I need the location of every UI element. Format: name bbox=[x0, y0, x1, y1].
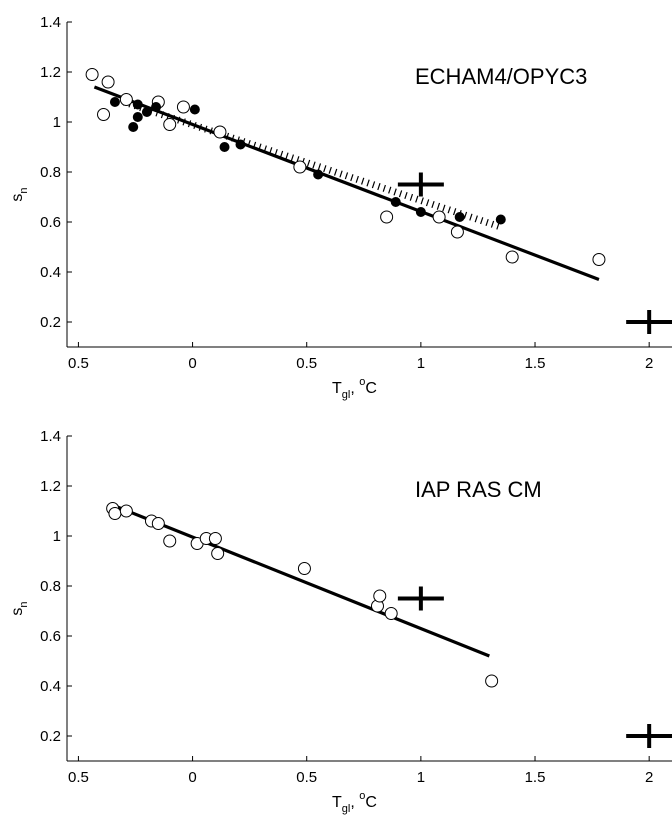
x-axis-label: Tgl, oC bbox=[332, 376, 377, 401]
plus-marker bbox=[397, 586, 444, 611]
x-axis-label-sup: o bbox=[359, 376, 365, 388]
x-tick-label: 0.5 bbox=[296, 355, 317, 372]
data-point-open bbox=[450, 225, 464, 239]
y-tick-label: 1 bbox=[53, 114, 61, 131]
fit-line-dotted bbox=[122, 98, 502, 231]
y-tick-label: 1.2 bbox=[40, 64, 61, 81]
y-tick-label: 1.4 bbox=[40, 14, 61, 31]
data-point-filled bbox=[141, 107, 152, 117]
x-tick-label: 1 bbox=[417, 355, 425, 372]
data-point-open bbox=[163, 534, 177, 548]
data-point-filled bbox=[128, 122, 139, 132]
x-tick-label: 1.5 bbox=[525, 355, 546, 372]
data-point-filled bbox=[495, 214, 506, 225]
data-point-open bbox=[108, 507, 122, 520]
y-tick-label: 0.4 bbox=[40, 264, 61, 281]
y-tick-label: 1.4 bbox=[40, 428, 61, 445]
x-tick-label: 0.5 bbox=[68, 355, 89, 372]
data-point-open bbox=[151, 517, 165, 530]
x-tick-label: 2 bbox=[645, 769, 653, 786]
y-tick-label: 1.2 bbox=[40, 478, 61, 495]
chart-title: IAP RAS CM bbox=[415, 477, 542, 502]
data-point-open bbox=[119, 93, 133, 106]
y-tick-label: 0.2 bbox=[40, 314, 61, 331]
plus-marker bbox=[626, 724, 672, 748]
data-point-filled bbox=[390, 197, 401, 207]
x-tick-label: 2 bbox=[645, 355, 653, 372]
plus-marker bbox=[397, 172, 444, 197]
y-tick-label: 0.6 bbox=[40, 214, 61, 231]
data-point-open bbox=[211, 547, 225, 560]
data-point-open bbox=[485, 674, 499, 688]
data-point-open bbox=[85, 68, 99, 81]
data-point-filled bbox=[313, 169, 324, 180]
fit-line bbox=[114, 504, 490, 658]
data-point-open bbox=[97, 108, 111, 121]
y-tick-label: 0.2 bbox=[40, 728, 61, 745]
data-point-filled bbox=[132, 112, 143, 122]
data-point-open bbox=[293, 160, 307, 174]
data-point-open bbox=[176, 100, 190, 114]
y-axis-label: sn bbox=[9, 601, 30, 615]
data-point-filled bbox=[219, 142, 230, 152]
y-axis-label-text: sn bbox=[9, 601, 30, 615]
x-axis-label-main: T bbox=[332, 794, 342, 811]
x-axis-label-unit: C bbox=[365, 380, 377, 397]
data-point-filled bbox=[109, 97, 120, 107]
x-tick-label: 1.5 bbox=[525, 769, 546, 786]
data-point-open bbox=[432, 210, 446, 224]
data-point-filled bbox=[235, 139, 246, 150]
x-axis-label-sep: , bbox=[350, 380, 359, 397]
x-axis-label: Tgl, oC bbox=[332, 790, 377, 815]
y-tick-label: 0.4 bbox=[40, 678, 61, 695]
data-point-open bbox=[213, 125, 227, 139]
data-point-open bbox=[384, 607, 398, 620]
data-point-open bbox=[592, 253, 606, 266]
y-tick-label: 1 bbox=[53, 528, 61, 545]
data-point-filled bbox=[132, 99, 143, 110]
y-axis-label-main: s bbox=[9, 194, 26, 202]
x-tick-label: 1 bbox=[417, 769, 425, 786]
chart-title: ECHAM4/OPYC3 bbox=[415, 64, 587, 89]
x-axis-label-sup: o bbox=[359, 790, 365, 802]
x-axis-label-main: T bbox=[332, 380, 342, 397]
data-point-filled bbox=[151, 102, 162, 112]
data-point-open bbox=[163, 118, 177, 131]
data-point-filled bbox=[454, 212, 465, 222]
x-tick-label: 0.5 bbox=[68, 769, 89, 786]
x-tick-label: 0 bbox=[188, 355, 196, 372]
y-axis-label-sub: n bbox=[18, 601, 30, 607]
y-axis-label: sn bbox=[9, 187, 30, 201]
data-point-open bbox=[119, 504, 133, 518]
x-axis-label-sub: gl bbox=[342, 803, 351, 815]
data-point-open bbox=[208, 532, 222, 545]
x-tick-label: 0.5 bbox=[296, 769, 317, 786]
x-axis-label-sep: , bbox=[350, 794, 359, 811]
y-axis-label-sub: n bbox=[18, 187, 30, 193]
x-axis-label-sub: gl bbox=[342, 389, 351, 401]
data-point-filled bbox=[189, 104, 200, 115]
x-axis-label-unit: C bbox=[365, 794, 377, 811]
data-point-open bbox=[297, 562, 311, 575]
data-point-filled bbox=[415, 207, 426, 217]
data-point-open bbox=[505, 250, 519, 264]
plus-marker bbox=[626, 310, 672, 334]
fit-line bbox=[93, 85, 600, 281]
y-axis-label-text: sn bbox=[9, 187, 30, 201]
y-axis-label-main: s bbox=[9, 608, 26, 616]
y-tick-label: 0.8 bbox=[40, 578, 61, 595]
y-tick-label: 0.8 bbox=[40, 164, 61, 181]
data-point-open bbox=[373, 589, 387, 603]
y-tick-label: 0.6 bbox=[40, 628, 61, 645]
x-tick-label: 0 bbox=[188, 769, 196, 786]
data-point-open bbox=[101, 75, 115, 89]
data-point-open bbox=[380, 210, 394, 224]
